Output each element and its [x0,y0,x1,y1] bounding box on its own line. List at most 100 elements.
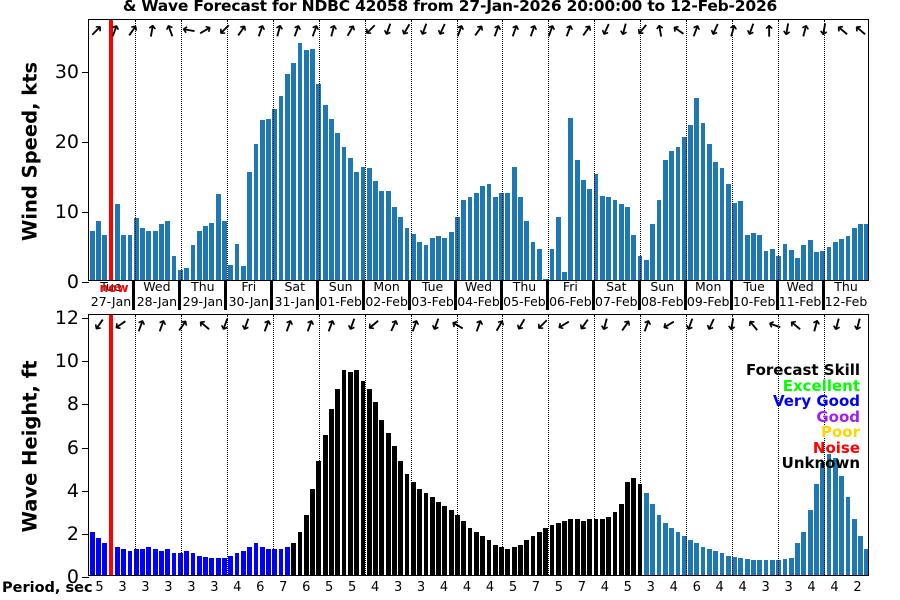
wind-direction-arrow: ↓ [305,19,325,42]
wind-bar [713,162,719,280]
wave-bar [574,518,580,575]
wind-direction-arrow: ↓ [299,314,320,337]
day-gridline [134,20,136,280]
wind-bar [222,221,227,280]
page-title: & Wave Forecast for NDBC 42058 from 27-J… [122,0,778,15]
wind-bar [536,248,542,280]
date-axis-separator [591,280,595,310]
wind-bar [417,241,423,280]
day-date: 28-Jan [136,294,178,309]
wind-bar [725,184,731,280]
date-axis-day: Wed 11-Feb [777,280,823,310]
period-value: 3 [187,580,196,595]
wind-bar [858,224,863,280]
day-date: 08-Feb [640,294,684,309]
wave-bar [272,549,278,575]
wind-bar [373,180,378,280]
wind-bar [146,231,152,280]
wind-bar [335,133,341,280]
wave-bar [706,549,712,575]
day-of-week: Sat [284,279,305,294]
wind-bar [530,241,536,280]
wind-bar [568,117,574,280]
wind-bar [744,234,750,280]
wind-bar [757,234,763,280]
wind-bar [303,50,309,280]
wave-bar [184,551,189,575]
wind-direction-arrow: ↓ [395,17,417,42]
wind-bar [165,220,171,280]
wind-bar [499,193,504,280]
wind-direction-arrow: ↓ [523,19,543,42]
date-axis-separator [316,280,320,310]
wave-bar [322,434,328,575]
day-gridline [456,20,458,280]
date-axis-separator [545,280,549,310]
wind-direction-arrow: ↓ [321,314,341,337]
legend-item-unknown: Unknown [781,454,860,472]
day-gridline [594,20,596,280]
date-axis-separator [270,280,274,310]
wind-bar [347,157,353,280]
day-gridline [640,315,642,575]
day-of-week: Mon [695,279,722,294]
wind-direction-arrow: ↓ [807,314,826,337]
wave-bar [203,556,208,575]
wind-bar [688,124,693,280]
wave-bar [593,518,599,575]
day-of-week: Mon [373,279,400,294]
wave-bar [436,501,441,575]
wind-direction-arrow: ↓ [783,314,808,337]
wind-bar [404,227,410,280]
wave-bar [499,546,504,575]
wave-bar [599,518,605,575]
wave-bar [423,492,429,575]
day-gridline [732,315,734,575]
wave-bar [625,482,630,575]
wave-bar [480,536,486,575]
wind-bar [518,197,523,280]
day-gridline [640,20,642,280]
day-date: 01-Feb [319,294,362,309]
wave-bar [127,551,133,575]
wave-bar [379,419,385,575]
wind-direction-arrow: ↓ [763,315,786,335]
wave-bar [694,542,700,575]
day-gridline [502,315,504,575]
y-axis-tick-label: 8 [66,393,79,416]
wind-bar [593,173,599,280]
date-axis-separator [637,280,641,310]
y-axis-tick [82,577,89,578]
period-value: 7 [279,580,288,595]
date-axis-day: Tue 10-Feb [731,280,777,310]
wind-bar [398,217,404,280]
day-of-week: Wed [786,279,814,294]
wind-bar [467,196,473,280]
wind-bar [631,234,637,280]
wave-bar [751,559,756,575]
wave-bar [795,542,800,575]
wind-bar [644,260,649,280]
wind-direction-arrow: ↓ [257,314,277,337]
wave-bar [681,536,687,575]
wave-bar [662,523,668,575]
wind-bar [732,203,737,280]
wave-bar [259,546,265,575]
y-axis-tick-label: 10 [54,350,79,373]
wave-bar [637,484,643,575]
date-axis-day: Thu 12-Feb [823,280,869,310]
wave-bar [536,531,542,575]
wind-bar [562,271,567,280]
y-axis-tick [82,490,89,492]
y-axis-tick-label: 0 [66,566,79,588]
wind-direction-arrow: ↓ [741,18,761,41]
wind-bar [285,73,290,280]
day-of-week: Tue [421,279,444,294]
date-axis-separator [362,280,366,310]
wave-bar [89,531,95,575]
wave-bar [461,521,467,575]
legend-item-good: Good [816,407,860,426]
y-axis-tick-label: 4 [66,479,79,502]
wind-bar [864,224,868,280]
wind-direction-arrow: ↓ [614,18,633,41]
